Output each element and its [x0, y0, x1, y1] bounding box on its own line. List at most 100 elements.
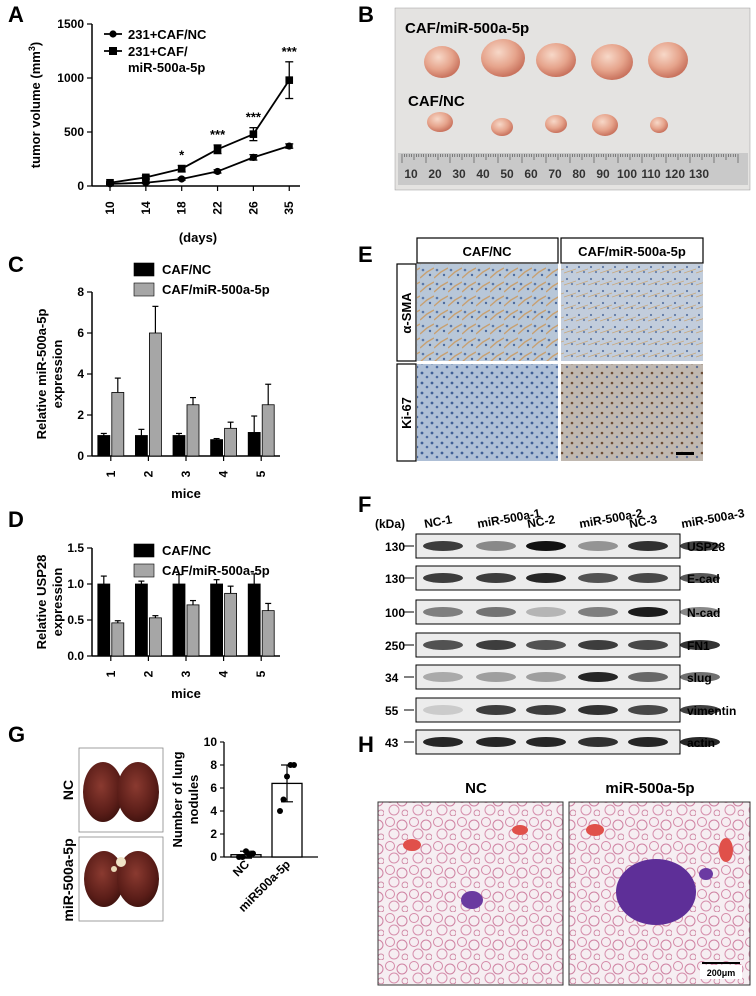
series-line [109, 145, 290, 185]
y-axis-title-line: Number of lung [170, 751, 185, 847]
bar [97, 435, 111, 457]
mir500a-expression-chart: 0 2 4 6 8 1 2 3 4 5 mice Relative miR-500a-5pexpres… [34, 262, 280, 501]
blot-band [476, 672, 516, 682]
lung-label-mir500a: miR-500a-5p [60, 838, 76, 921]
he-scale-label: 200μm [707, 968, 736, 978]
y-axis-title-line: expression [50, 568, 65, 637]
blot-kda-label: 250 [385, 639, 405, 653]
lung-photos: NC miR-500a-5p [60, 747, 164, 922]
blot-kda-label: 130 [385, 540, 405, 554]
data-point [250, 850, 256, 857]
ruler-label: 20 [428, 167, 442, 181]
ihc-header-nc [416, 237, 559, 264]
legend-label: CAF/NC [162, 543, 212, 558]
blot-band [476, 737, 516, 747]
panel-label-h: H [358, 732, 374, 757]
blot-band [680, 705, 720, 715]
data-point [277, 808, 283, 814]
ruler-label: 30 [452, 167, 466, 181]
y-tick-label: 6 [77, 326, 84, 340]
lung-mir500a-right-lobe [117, 851, 159, 907]
blot-band [526, 607, 566, 617]
ihc-image-sma-nc [417, 264, 558, 361]
y-tick-label: 4 [77, 367, 84, 381]
western-blot: (kDa) NC-1 miR-500a-1NC-2 miR-500a-2NC-3 mi… [375, 506, 746, 755]
ruler-label: 100 [617, 167, 637, 181]
blot-protein-label: vimentin [687, 704, 736, 718]
panel-label-a: A [8, 2, 24, 27]
tumor-nc-1 [427, 112, 453, 132]
bar [261, 610, 275, 657]
ruler-label: 90 [596, 167, 610, 181]
bar [247, 583, 261, 657]
bar [210, 439, 224, 457]
y-axis-title: Number of lungnodules [170, 751, 201, 847]
x-tick-label: 4 [217, 670, 231, 677]
blot-band [476, 640, 516, 650]
x-tick-label: 3 [179, 670, 193, 677]
blot-band [578, 672, 618, 682]
data-point [106, 178, 114, 187]
y-axis-title: Relative USP28expression [34, 555, 65, 650]
bar [134, 583, 148, 657]
x-tick-label: 5 [254, 670, 268, 677]
lung-nc-left-lobe [83, 762, 123, 822]
blot-kda-label: 34 [385, 671, 399, 685]
blot-band [628, 573, 668, 583]
blot-band [423, 640, 463, 650]
blot-band [526, 640, 566, 650]
ruler-label: 40 [476, 167, 490, 181]
blot-kda-label: 130 [385, 572, 405, 586]
ihc-row-label-sma: α-SMA [399, 292, 414, 334]
data-point [213, 145, 222, 154]
significance-mark: *** [282, 44, 298, 59]
y-axis-title-line: Relative USP28 [34, 555, 49, 650]
tumor-mir500a-3 [536, 43, 576, 77]
ruler-label: 50 [500, 167, 514, 181]
y-tick-label: 0 [77, 449, 84, 463]
he-scale-box [700, 965, 742, 979]
blot-protein-label: actin [687, 736, 715, 750]
tumor-mir500a-4 [591, 44, 633, 80]
panel-label-g: G [8, 722, 25, 747]
ihc-image-ki67-nc [417, 364, 558, 461]
x-tick-label: 1 [104, 470, 118, 477]
y-tick-label: 1.5 [67, 541, 84, 555]
ihc-row-box-ki67 [396, 363, 417, 462]
lane-label: NC-3 [628, 512, 658, 531]
ihc-row-label-ki67: Ki-67 [399, 397, 414, 429]
blot-band [423, 705, 463, 715]
lane-labels: NC-1 miR-500a-1NC-2 miR-500a-2NC-3 miR-500a… [423, 506, 746, 531]
ihc-image-ki67-mir500a [561, 364, 703, 461]
blot-band [423, 737, 463, 747]
bar [111, 622, 125, 657]
significance-mark: * [179, 147, 185, 162]
data-point [142, 173, 150, 182]
blot-band [628, 705, 668, 715]
y-axis-title: tumor volume (mm3) [27, 42, 43, 168]
data-point [249, 130, 258, 138]
lane-label: NC-2 [526, 512, 556, 531]
x-tick-label: 2 [141, 470, 155, 477]
blot-band [526, 541, 566, 551]
blot-kda-label: 100 [385, 606, 405, 620]
bar [172, 435, 186, 457]
blot-band [578, 607, 618, 617]
legend-swatch [133, 563, 155, 578]
x-axis-title: mice [171, 686, 201, 701]
ihc-header-mir500a [560, 237, 704, 264]
data-point [284, 773, 290, 780]
series-line [109, 79, 290, 184]
blot-band [476, 705, 516, 715]
he-metastasis-mir500a [616, 859, 696, 925]
data-point [249, 153, 257, 161]
blot-band [423, 573, 463, 583]
blot-band [526, 573, 566, 583]
blot-band [526, 705, 566, 715]
blot-band [578, 737, 618, 747]
y-tick-label: 1.0 [67, 577, 84, 591]
tumor-mir500a-2 [481, 39, 525, 77]
blot-protein-label: E-cad [687, 572, 720, 586]
data-point [178, 175, 186, 183]
